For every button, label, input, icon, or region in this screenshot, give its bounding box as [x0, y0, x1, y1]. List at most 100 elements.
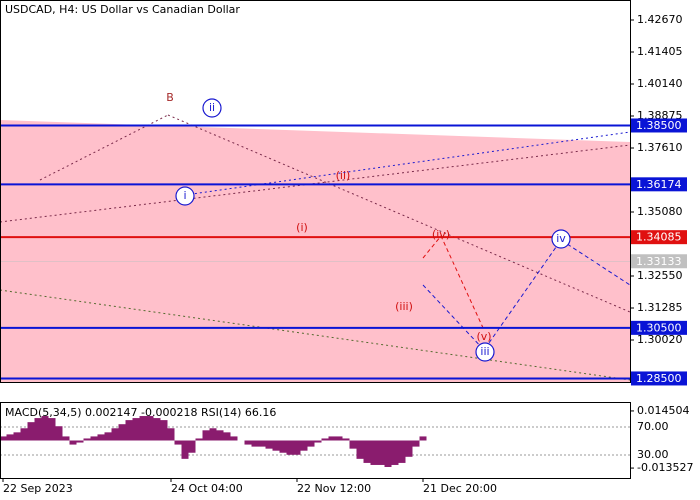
- macd-bar: [167, 428, 175, 441]
- macd-bar: [139, 416, 147, 441]
- macd-bar: [370, 440, 378, 465]
- macd-bar: [90, 436, 98, 441]
- macd-bar: [265, 440, 273, 449]
- macd-bar: [202, 430, 210, 441]
- macd-bar: [55, 426, 63, 441]
- panel-border: [0, 402, 631, 479]
- wave-circle: [202, 98, 222, 118]
- y-tick-label: -0.013527: [637, 461, 693, 474]
- x-tick-label: 21 Dec 20:00: [423, 482, 497, 495]
- macd-bar: [286, 440, 294, 455]
- level-box: [631, 177, 687, 192]
- level-box: [631, 118, 687, 133]
- wave-circle: [475, 342, 495, 362]
- macd-bar: [293, 440, 301, 455]
- price-panel: 1.426701.414051.401401.388751.376101.350…: [0, 13, 687, 495]
- macd-bar: [48, 418, 56, 441]
- level-label: 1.28500: [636, 372, 682, 385]
- forecast: [422, 235, 631, 351]
- y-tick-label: 1.32550: [637, 269, 683, 282]
- y-tick-label: 1.30020: [637, 333, 683, 346]
- y-tick-label: 1.37610: [637, 141, 683, 154]
- macd-bar: [335, 436, 343, 441]
- macd-bar: [384, 440, 392, 467]
- wave-label: i: [183, 189, 186, 202]
- macd-bar: [111, 428, 119, 441]
- level-label: 1.36174: [636, 178, 682, 191]
- macd-bar: [244, 440, 252, 445]
- x-tick-label: 22 Sep 2023: [3, 482, 73, 495]
- level-label: 1.38500: [636, 119, 682, 132]
- macd-bar: [356, 440, 364, 459]
- channel: [0, 120, 630, 382]
- macd-bar: [181, 440, 189, 459]
- wave-label: (ii): [336, 169, 351, 182]
- wave-label: (v): [476, 330, 491, 343]
- y-tick-label: 1.42670: [637, 13, 683, 26]
- level-label: 1.34085: [636, 231, 682, 244]
- macd-bar: [160, 420, 168, 441]
- x-tick-label: 24 Oct 04:00: [171, 482, 243, 495]
- macd-bar: [279, 440, 287, 453]
- wave-label: iii: [480, 345, 489, 358]
- macd-bar: [307, 440, 315, 447]
- macd-bar: [97, 434, 105, 441]
- y2-tick-label: 30.00: [637, 448, 669, 461]
- wave-label: iv: [556, 232, 566, 245]
- macd-bar: [398, 440, 406, 463]
- macd-bar: [230, 436, 238, 441]
- macd-bar: [216, 430, 224, 441]
- macd-bar: [258, 440, 266, 447]
- macd-bar: [195, 438, 203, 441]
- y-tick-label: 0.014504: [637, 404, 690, 417]
- macd-bar: [27, 422, 35, 441]
- wave-circle: [175, 186, 195, 206]
- wave-label: (iii): [395, 300, 413, 313]
- y-tick-label: 1.31285: [637, 301, 683, 314]
- macd-bar: [377, 440, 385, 465]
- macd-bar: [321, 438, 329, 441]
- level-box: [631, 254, 687, 269]
- level-box: [631, 371, 687, 386]
- indicator-title: MACD(5,34,5) 0.002147 -0.000218 RSI(14) …: [5, 406, 276, 419]
- y-tick-label: 1.40140: [637, 77, 683, 90]
- macd-bar: [20, 428, 28, 441]
- macd-bar: [62, 436, 70, 441]
- macd-bar: [419, 436, 427, 441]
- macd-bar: [132, 418, 140, 441]
- macd-bar: [412, 440, 420, 447]
- macd-bar: [41, 416, 49, 441]
- macd-bar: [349, 440, 357, 449]
- macd-bar: [174, 440, 182, 445]
- indicator-panel: 0.014504 -0.013527 70.00 30.00: [0, 404, 693, 474]
- macd-bar: [146, 416, 154, 441]
- macd-bar: [272, 440, 280, 451]
- level-box: [631, 230, 687, 245]
- macd-bar: [251, 440, 259, 447]
- wave-label: (i): [296, 221, 308, 234]
- macd-bar: [118, 424, 126, 441]
- level-label: 1.30500: [636, 321, 682, 334]
- y-tick-label: 1.35080: [637, 205, 683, 218]
- macd-bar: [6, 434, 14, 441]
- macd-bar: [188, 440, 196, 453]
- trend-lines: [0, 114, 631, 381]
- macd-bar: [300, 440, 308, 451]
- macd-bar: [391, 440, 399, 465]
- x-tick-label: 22 Nov 12:00: [297, 482, 371, 495]
- macd-bar: [0, 436, 7, 441]
- macd-bar: [405, 440, 413, 457]
- macd-bar: [363, 440, 371, 463]
- macd-bar: [13, 432, 21, 441]
- macd-bar: [104, 432, 112, 441]
- chart-title: USDCAD, H4: US Dollar vs Canadian Dollar: [5, 3, 240, 16]
- panel-border: [0, 0, 631, 383]
- y-tick-label: 1.41405: [637, 45, 683, 58]
- wave-label: ii: [209, 101, 215, 114]
- macd-bar: [314, 440, 322, 443]
- macd-bar: [34, 418, 42, 441]
- level-box: [631, 320, 687, 335]
- macd-bar: [342, 438, 350, 441]
- macd-bar: [153, 418, 161, 441]
- level-label: 1.33133: [636, 255, 682, 268]
